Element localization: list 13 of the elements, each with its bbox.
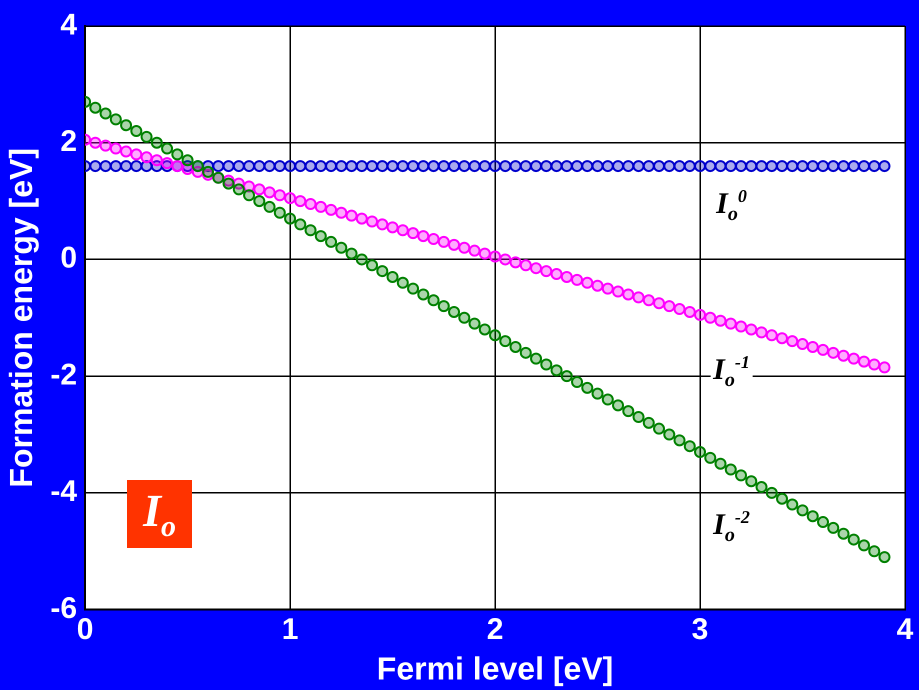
x-tick-label: 3	[692, 612, 708, 646]
x-tick-label: 4	[896, 612, 914, 646]
y-axis-title: Formation energy [eV]	[3, 148, 40, 488]
x-tick-label: 1	[282, 612, 298, 646]
x-axis-title: Fermi level [eV]	[376, 650, 614, 687]
y-tick-label: -6	[50, 592, 78, 625]
y-tick-label: -2	[50, 358, 78, 392]
y-tick-label: -4	[50, 475, 78, 508]
annotation: I$_{o}$	[127, 480, 192, 548]
y-tick-label: 0	[60, 242, 78, 275]
y-tick-label: 4	[60, 8, 78, 42]
x-tick-label: 2	[486, 612, 504, 646]
y-tick-label: 2	[60, 124, 78, 158]
